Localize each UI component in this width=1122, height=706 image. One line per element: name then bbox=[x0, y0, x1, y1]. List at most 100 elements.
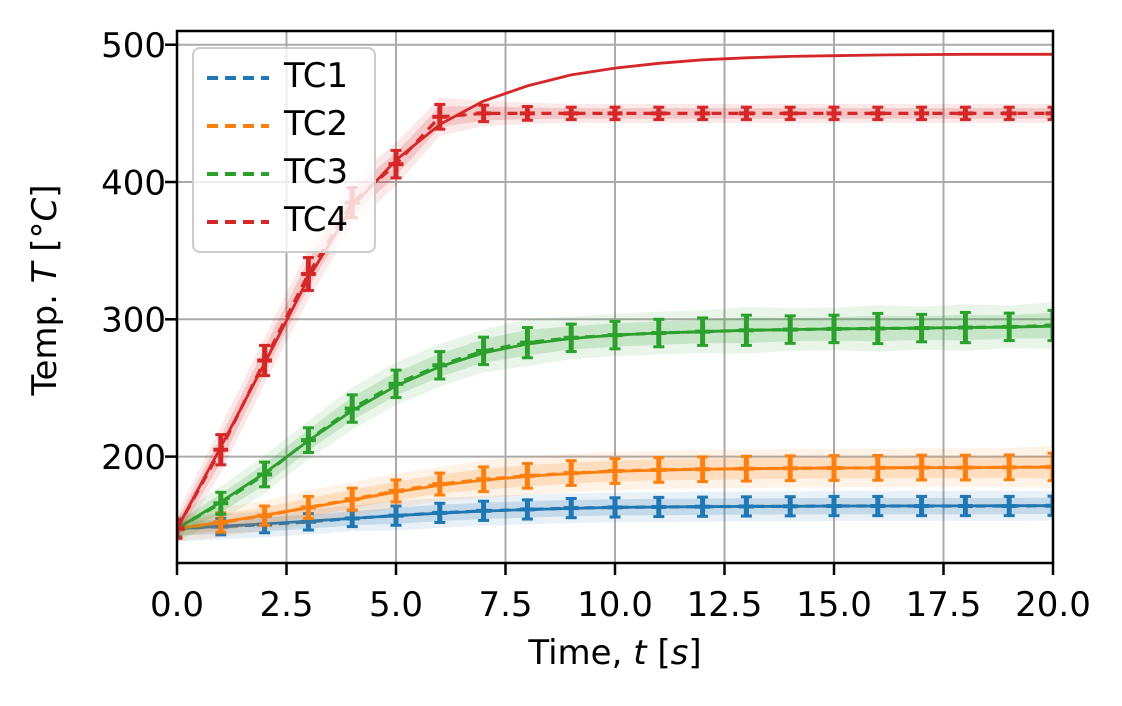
series-TC4-errorbar-t7 bbox=[476, 103, 492, 124]
series-TC4-errorbar-t17 bbox=[914, 105, 930, 122]
series-TC4-errorbar-t2 bbox=[257, 343, 273, 378]
series-TC3-errorbar-t16 bbox=[870, 311, 886, 346]
y-axis-label: Temp. T [°C] bbox=[25, 184, 65, 396]
series-TC2-errorbar-t16 bbox=[870, 454, 886, 482]
legend-label-tc4: TC4 bbox=[284, 200, 349, 240]
x-tick-label-7.5: 7.5 bbox=[478, 585, 532, 625]
series-TC2-errorbar-t9 bbox=[563, 459, 579, 487]
series-TC4-errorbar-t3 bbox=[300, 256, 316, 292]
series-TC2-errorbar-t4 bbox=[344, 486, 360, 512]
x-tick-label-17.5: 17.5 bbox=[906, 585, 982, 625]
series-TC1-errorbar-t7 bbox=[476, 499, 492, 522]
series-TC3-errorbar-t13 bbox=[738, 313, 754, 347]
series-TC2-errorbar-t8 bbox=[519, 461, 535, 490]
series-TC4-errorbar-t11 bbox=[651, 105, 667, 122]
tc4-dashed-line-swatch bbox=[207, 220, 269, 224]
series-TC1-errorbar-t12 bbox=[695, 495, 711, 518]
series-TC1-errorbar-t17 bbox=[914, 494, 930, 518]
series-TC4-errorbar-t5 bbox=[388, 148, 404, 180]
series-TC2-errorbar-t3 bbox=[300, 494, 316, 520]
series-TC3-errorbar-t1 bbox=[213, 490, 229, 516]
x-tick-label-20.0: 20.0 bbox=[1015, 585, 1091, 625]
series-TC1-errorbar-t14 bbox=[782, 495, 798, 518]
series-TC2-errorbar-t10 bbox=[607, 457, 623, 485]
series-TC2-errorbar-t18 bbox=[957, 453, 973, 482]
series-TC3-errorbar-t9 bbox=[563, 322, 579, 354]
series-TC1-errorbar-t11 bbox=[651, 495, 667, 519]
series-TC3-errorbar-t5 bbox=[388, 368, 404, 400]
series-TC3-errorbar-t12 bbox=[695, 316, 711, 347]
series-TC2-errorbar-t5 bbox=[388, 478, 404, 504]
legend-label-tc1: TC1 bbox=[284, 56, 349, 96]
series-TC2-errorbar-t13 bbox=[738, 454, 754, 483]
series-TC4-errorbar-t10 bbox=[607, 105, 623, 122]
tc1-dashed-line-swatch bbox=[207, 76, 269, 80]
series-TC2-errorbar-t7 bbox=[476, 465, 492, 494]
series-TC1-errorbar-t5 bbox=[388, 504, 404, 527]
legend-item-tc4: TC4 bbox=[207, 203, 368, 241]
series-TC4-fit-line bbox=[177, 52, 1053, 530]
y-tick-label-400: 400 bbox=[101, 163, 166, 203]
y-tick-label-300: 300 bbox=[101, 301, 166, 341]
legend-label-tc2: TC2 bbox=[284, 104, 349, 144]
series-TC3-errorbar-t15 bbox=[826, 313, 842, 345]
series-TC3-errorbar-t2 bbox=[257, 460, 273, 489]
x-tick-label-15.0: 15.0 bbox=[796, 585, 872, 625]
series-TC2 bbox=[177, 445, 1053, 542]
series-TC1-errorbar-t8 bbox=[519, 498, 535, 521]
series-TC3-errorbar-t7 bbox=[476, 335, 492, 367]
series-TC2-errorbar-t11 bbox=[651, 456, 667, 484]
series-TC3-errorbar-t4 bbox=[344, 393, 360, 424]
series-TC4-errorbar-t9 bbox=[563, 105, 579, 122]
x-tick-label-12.5: 12.5 bbox=[687, 585, 763, 625]
series-TC4-errorbar-t6 bbox=[432, 102, 448, 131]
plot-data-layer bbox=[177, 52, 1053, 544]
series-TC2-errorbar-t15 bbox=[826, 454, 842, 482]
series-TC3-errorbar-t10 bbox=[607, 319, 623, 351]
series-TC1-errorbar-t6 bbox=[432, 501, 448, 524]
series-TC1-errorbar-t15 bbox=[826, 494, 842, 518]
series-TC1-errorbar-t10 bbox=[607, 496, 623, 519]
y-tick-label-200: 200 bbox=[101, 438, 166, 478]
legend-item-tc1: TC1 bbox=[207, 59, 368, 97]
series-TC2-errorbar-t14 bbox=[782, 454, 798, 483]
series-TC3-errorbar-t6 bbox=[432, 350, 448, 381]
series-TC2-errorbar-t12 bbox=[695, 455, 711, 484]
legend-item-tc3: TC3 bbox=[207, 155, 368, 193]
series-TC3-errorbar-t18 bbox=[957, 310, 973, 345]
ticks: 0.0 2.5 5.0 7.5 10.0 12.5 15.0 17.5 20.0 200 300 40… bbox=[101, 26, 1091, 625]
series-TC3-errorbar-t3 bbox=[300, 426, 316, 454]
x-tick-label-0.0: 0.0 bbox=[150, 585, 204, 625]
series-TC2-errorbar-t2 bbox=[257, 504, 273, 527]
x-axis-label: Time, t [s] bbox=[527, 633, 701, 673]
series-TC2-errorbar-t17 bbox=[914, 453, 930, 482]
series-TC1-errorbar-t19 bbox=[1001, 494, 1017, 518]
series-TC4-errorbar-t15 bbox=[826, 105, 842, 122]
x-tick-label-5.0: 5.0 bbox=[369, 585, 423, 625]
series-TC3-errorbar-t14 bbox=[782, 314, 798, 345]
x-tick-label-10.0: 10.0 bbox=[577, 585, 653, 625]
series-TC4-errorbar-t13 bbox=[738, 105, 754, 122]
series-TC1-errorbar-t9 bbox=[563, 496, 579, 520]
series-TC3-errorbar-t8 bbox=[519, 326, 535, 360]
series-TC3-errorbar-t11 bbox=[651, 317, 667, 349]
series-TC4-errorbar-t12 bbox=[695, 105, 711, 122]
legend: TC1 TC2 TC3 TC4 bbox=[192, 47, 376, 253]
series-TC1 bbox=[177, 490, 1053, 542]
legend-label-tc3: TC3 bbox=[284, 152, 349, 192]
series-TC4-errorbar-t18 bbox=[957, 105, 973, 122]
series-TC3-data-line bbox=[177, 323, 1053, 531]
series-TC3 bbox=[177, 302, 1053, 542]
series-TC4-errorbar-t16 bbox=[870, 105, 886, 122]
series-TC3-errorbar-t19 bbox=[1001, 311, 1017, 343]
series-TC1-errorbar-t18 bbox=[957, 494, 973, 518]
series-TC2-errorbar-t19 bbox=[1001, 453, 1017, 482]
series-TC1-errorbar-t13 bbox=[738, 495, 754, 518]
series-TC1-errorbar-t16 bbox=[870, 494, 886, 518]
legend-item-tc2: TC2 bbox=[207, 107, 368, 145]
tc2-dashed-line-swatch bbox=[207, 124, 269, 128]
series-TC3-errorbar-t17 bbox=[914, 312, 930, 344]
tc3-dashed-line-swatch bbox=[207, 172, 269, 176]
